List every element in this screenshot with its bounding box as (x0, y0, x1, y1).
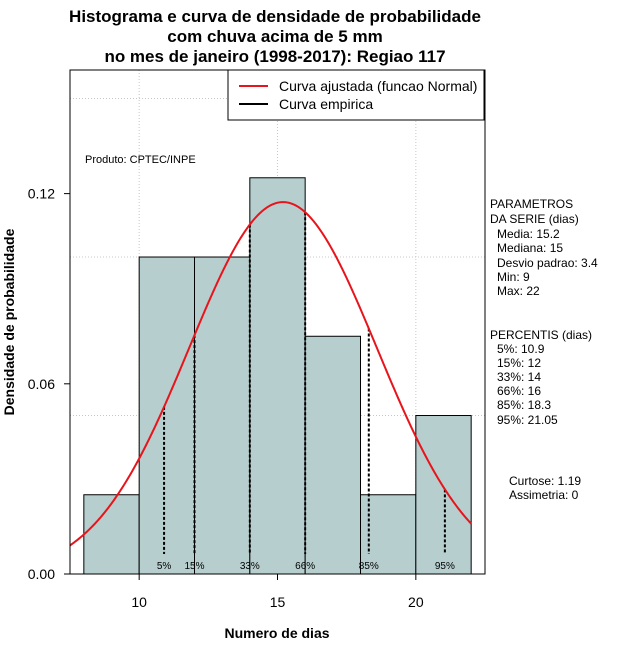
title-line-1: Histograma e curva de densidade de proba… (69, 7, 481, 26)
percentile-labels: 5% 15% 33% 66% 85% 95% (157, 561, 455, 572)
percentile-label-5: 95% (435, 561, 455, 572)
x-tick-label-1: 15 (270, 594, 286, 610)
histogram-bar-6 (415, 415, 472, 575)
param-max: Max: 22 (497, 284, 540, 298)
histogram-bar-0 (83, 494, 140, 575)
histogram-bar-2 (194, 256, 251, 575)
chart-title: Histograma e curva de densidade de proba… (69, 7, 481, 66)
percentis-header: PERCENTIS (dias) (490, 328, 592, 342)
product-annotation: Produto: CPTEC/INPE (85, 154, 196, 166)
legend-empirical-label: Curva empirica (279, 96, 373, 112)
percentil-66: 66%: 16 (497, 384, 541, 398)
x-tick-label-2: 20 (408, 594, 424, 610)
percentile-label-4: 85% (359, 561, 379, 572)
statistics-panel: PARAMETROS DA SERIE (dias) Media: 15.2 M… (490, 197, 598, 502)
percentile-lines (163, 212, 446, 554)
legend-box (227, 69, 485, 121)
curtose-value: Curtose: 1.19 (509, 474, 581, 488)
param-desvio: Desvio padrao: 3.4 (497, 256, 598, 270)
percentile-label-3: 66% (295, 561, 315, 572)
title-line-2: com chuva acima de 5 mm (167, 27, 382, 46)
x-axis: 10 15 20 (131, 574, 424, 610)
params-header-1: PARAMETROS (490, 197, 573, 211)
y-tick-label-0: 0.00 (28, 566, 55, 582)
percentil-85: 85%: 18.3 (497, 398, 551, 412)
percentile-label-1: 15% (184, 561, 204, 572)
y-tick-label-2: 0.12 (28, 186, 55, 202)
legend-normal-label: Curva ajustada (funcao Normal) (279, 78, 477, 94)
histogram-bars (83, 177, 472, 575)
param-mediana: Mediana: 15 (497, 241, 563, 255)
percentil-95: 95%: 21.05 (497, 413, 558, 427)
percentil-5: 5%: 10.9 (497, 342, 545, 356)
legend: Curva ajustada (funcao Normal) Curva emp… (227, 69, 485, 121)
param-media: Media: 15.2 (497, 227, 560, 241)
percentil-33: 33%: 14 (497, 370, 541, 384)
params-header-2: DA SERIE (dias) (490, 212, 579, 226)
histogram-bar-4 (304, 335, 361, 575)
title-line-3: no mes de janeiro (1998-2017): Regiao 11… (104, 47, 445, 66)
histogram-bar-3 (249, 177, 306, 575)
normal-curve-line (69, 201, 472, 547)
y-axis-label: Densidade de probabilidade (1, 228, 17, 415)
x-tick-label-0: 10 (131, 594, 147, 610)
y-tick-label-1: 0.06 (28, 376, 55, 392)
x-axis-label: Numero de dias (224, 625, 329, 641)
histogram-bar-1 (138, 256, 196, 575)
percentile-label-0: 5% (157, 561, 172, 572)
y-axis: 0.00 0.06 0.12 (28, 186, 70, 582)
percentil-15: 15%: 12 (497, 356, 541, 370)
param-min: Min: 9 (497, 270, 530, 284)
percentile-label-2: 33% (240, 561, 260, 572)
assimetria-value: Assimetria: 0 (509, 488, 579, 502)
